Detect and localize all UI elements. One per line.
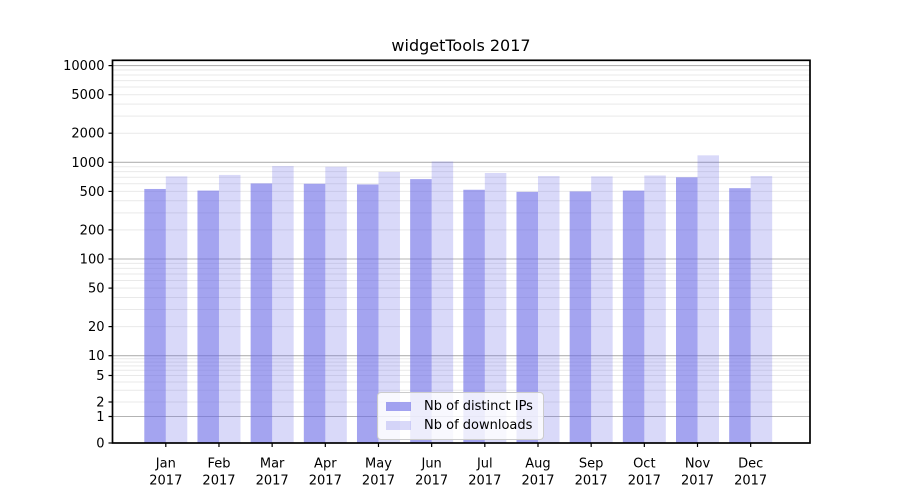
chart-title: widgetTools 2017 <box>391 36 531 55</box>
legend-swatch-downloads-icon <box>386 421 411 430</box>
bar-distinct-ips-feb <box>197 190 219 443</box>
x-tick-label-year-nov: 2017 <box>681 474 714 489</box>
bar-distinct-ips-apr <box>303 183 326 443</box>
bar-distinct-ips-oct <box>622 190 645 443</box>
bar-distinct-ips-dec <box>729 188 751 443</box>
x-tick-label-month-nov: Nov <box>685 457 711 472</box>
x-tick-label-year-feb: 2017 <box>202 474 235 489</box>
legend-label-distinct-ips: Nb of distinct IPs <box>424 399 533 414</box>
x-tick-label-month-apr: Apr <box>314 457 337 472</box>
y-tick-label-10: 10 <box>88 349 105 364</box>
x-tick-label-month-dec: Dec <box>738 457 763 472</box>
bar-downloads-jun <box>431 161 454 443</box>
x-tick-label-year-apr: 2017 <box>309 474 342 489</box>
legend-item-distinct-ips: Nb of distinct IPs <box>386 399 533 414</box>
x-tick-label-year-jan: 2017 <box>149 474 182 489</box>
x-tick-label-month-mar: Mar <box>260 457 285 472</box>
y-tick-label-2000: 2000 <box>71 127 104 142</box>
x-tick-label-year-may: 2017 <box>362 474 395 489</box>
y-tick-label-5000: 5000 <box>71 88 104 103</box>
bar-downloads-nov <box>697 155 719 444</box>
x-tick-label-year-aug: 2017 <box>521 474 554 489</box>
x-tick-label-month-oct: Oct <box>633 457 655 472</box>
bar-distinct-ips-jul <box>463 189 485 443</box>
bar-distinct-ips-aug <box>516 191 538 443</box>
y-tick-label-1000: 1000 <box>71 156 104 171</box>
bar-downloads-sep <box>591 176 613 443</box>
bar-downloads-apr <box>325 166 347 444</box>
x-tick-label-month-may: May <box>365 457 392 472</box>
y-tick-label-5: 5 <box>96 369 104 384</box>
x-tick-label-month-jun: Jun <box>420 457 441 472</box>
legend-label-downloads: Nb of downloads <box>424 418 533 433</box>
bar-distinct-ips-jan <box>144 188 166 443</box>
bar-downloads-feb <box>218 174 241 443</box>
x-tick-label-year-mar: 2017 <box>256 474 289 489</box>
bar-downloads-mar <box>272 166 294 443</box>
legend-swatch-distinct-ips-icon <box>386 402 411 411</box>
x-tick-label-month-feb: Feb <box>207 457 230 472</box>
x-tick-label-month-sep: Sep <box>579 457 604 472</box>
bar-downloads-oct <box>644 175 666 444</box>
x-tick-label-year-oct: 2017 <box>628 474 661 489</box>
bar-downloads-aug <box>537 176 560 443</box>
bar-distinct-ips-mar <box>250 183 273 444</box>
x-tick-label-month-jul: Jul <box>476 457 493 472</box>
bar-downloads-dec <box>750 176 773 443</box>
bar-distinct-ips-sep <box>569 191 592 443</box>
x-tick-label-year-jun: 2017 <box>415 474 448 489</box>
legend-item-downloads: Nb of downloads <box>386 418 533 433</box>
y-tick-label-1: 1 <box>96 410 104 425</box>
y-tick-label-500: 500 <box>80 185 105 200</box>
x-tick-label-year-sep: 2017 <box>575 474 608 489</box>
bar-downloads-may <box>378 171 400 443</box>
bar-downloads-jan <box>165 176 188 443</box>
x-tick-label-month-jan: Jan <box>155 457 176 472</box>
bar-distinct-ips-nov <box>676 177 698 443</box>
bar-distinct-ips-jun <box>410 179 432 443</box>
y-tick-label-20: 20 <box>88 320 105 335</box>
y-tick-label-100: 100 <box>80 253 105 268</box>
y-tick-label-10000: 10000 <box>63 59 104 74</box>
plot-frame <box>111 59 811 444</box>
legend: Nb of distinct IPs Nb of downloads <box>377 392 544 440</box>
x-tick-label-year-dec: 2017 <box>734 474 767 489</box>
y-tick-label-0: 0 <box>96 437 104 452</box>
y-tick-label-50: 50 <box>88 282 105 297</box>
bar-distinct-ips-may <box>356 184 379 443</box>
bar-downloads-jul <box>484 173 507 444</box>
y-tick-label-200: 200 <box>80 223 105 238</box>
x-tick-label-month-aug: Aug <box>525 457 550 472</box>
y-tick-label-2: 2 <box>96 396 104 411</box>
x-tick-label-year-jul: 2017 <box>468 474 501 489</box>
